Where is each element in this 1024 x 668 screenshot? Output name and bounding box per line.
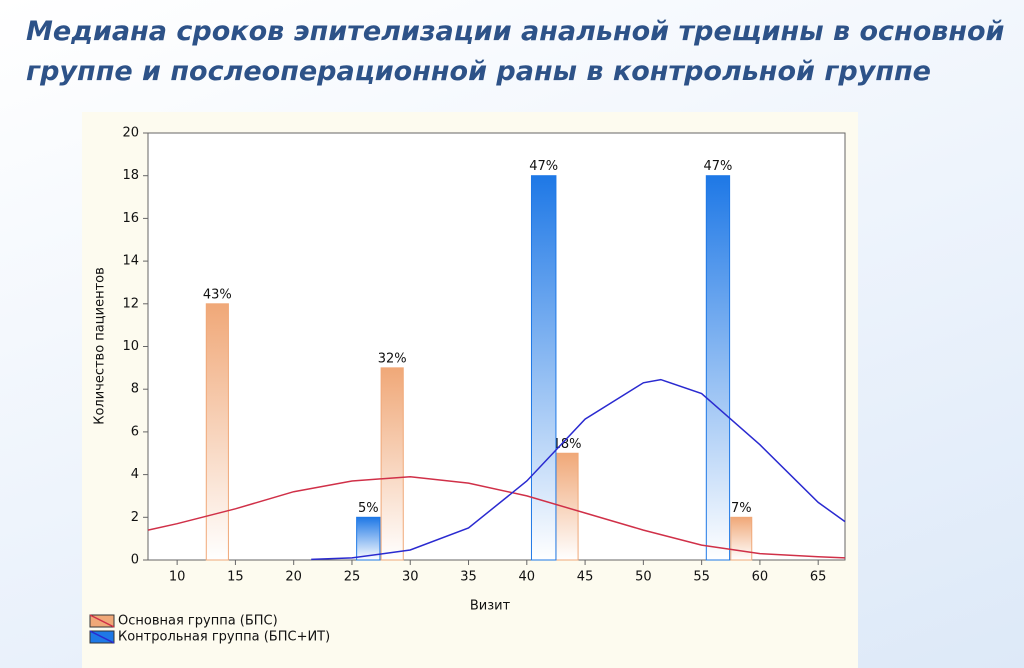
y-tick-label: 12 xyxy=(122,296,139,311)
x-tick-label: 25 xyxy=(344,570,361,585)
value-label: 47% xyxy=(529,159,558,174)
legend-label: Контрольная группа (БПС+ИТ) xyxy=(118,630,330,645)
x-tick-label: 65 xyxy=(810,570,827,585)
bar xyxy=(356,516,381,561)
y-tick-label: 20 xyxy=(122,126,139,141)
bar xyxy=(705,175,731,561)
x-tick-label: 35 xyxy=(460,570,477,585)
bar xyxy=(530,175,557,561)
y-tick-label: 0 xyxy=(131,553,139,568)
x-tick-label: 15 xyxy=(227,570,244,585)
legend-line xyxy=(89,630,115,644)
bar xyxy=(730,516,753,561)
y-tick-label: 14 xyxy=(122,254,139,269)
y-tick-label: 18 xyxy=(122,168,139,183)
y-tick-label: 10 xyxy=(122,339,139,354)
chart-title: Медиана сроков эпителизации анальной тре… xyxy=(26,16,1005,87)
bar xyxy=(555,452,579,561)
legend-line xyxy=(89,614,115,628)
value-label: 18% xyxy=(553,437,582,452)
value-label: 7% xyxy=(731,501,752,516)
fit-curve xyxy=(147,475,846,559)
x-tick-label: 55 xyxy=(693,570,710,585)
bar xyxy=(380,367,404,561)
x-tick-label: 60 xyxy=(752,570,769,585)
y-tick-label: 2 xyxy=(131,510,139,525)
x-tick-label: 30 xyxy=(402,570,419,585)
legend-label: Основная группа (БПС) xyxy=(118,614,278,629)
y-tick-label: 8 xyxy=(131,382,139,397)
value-label: 5% xyxy=(358,501,379,516)
x-tick-label: 45 xyxy=(577,570,594,585)
x-tick-label: 40 xyxy=(519,570,536,585)
y-tick-label: 4 xyxy=(131,467,139,482)
x-axis-label: Визит xyxy=(470,599,511,614)
value-label: 43% xyxy=(203,287,232,302)
bar xyxy=(205,303,229,561)
y-axis-label: Количество пациентов xyxy=(93,267,108,425)
x-tick-label: 50 xyxy=(635,570,652,585)
value-label: 47% xyxy=(704,159,733,174)
plot-area xyxy=(147,132,846,561)
y-tick-label: 16 xyxy=(122,211,139,226)
fit-curve xyxy=(311,378,846,561)
value-label: 32% xyxy=(378,351,407,366)
y-tick-label: 6 xyxy=(131,424,139,439)
x-tick-label: 20 xyxy=(285,570,302,585)
x-tick-label: 10 xyxy=(169,570,186,585)
